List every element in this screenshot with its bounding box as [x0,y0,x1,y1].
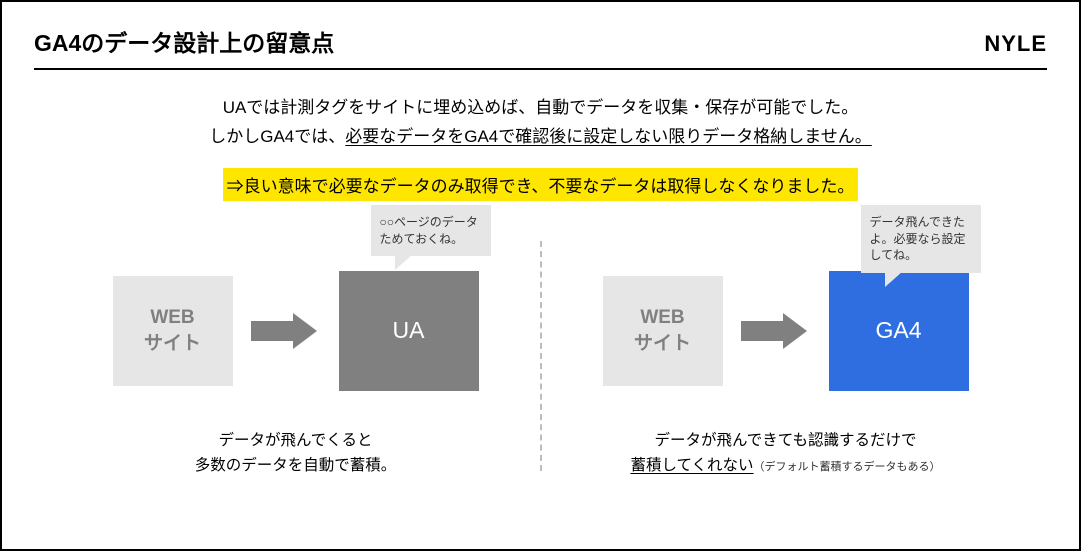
caption-left: データが飛んでくると 多数のデータを自動で蓄積。 [56,429,536,479]
web-box-right: WEB サイト [603,276,723,386]
vertical-divider [540,241,542,471]
flow-ua: WEB サイト ○○ページのデータためておくね。 UA [56,251,536,411]
intro-line-2: しかしGA4では、必要なデータをGA4で確認後に設定しない限りデータ格納しません… [34,123,1047,152]
panel-ga4: WEB サイト データ飛んできたよ。必要なら設定してね。 GA4 データが飛んで… [546,241,1026,479]
arrow-icon [251,313,321,349]
web-box-left-label: WEB サイト [144,305,201,356]
header: GA4のデータ設計上の留意点 NYLE [34,24,1047,70]
highlight-text: ⇒良い意味で必要なデータのみ取得でき、不要なデータは取得しなくなりました。 [223,168,859,201]
intro-text: UAでは計測タグをサイトに埋め込めば、自動でデータを収集・保存が可能でした。 し… [34,94,1047,152]
ua-box: ○○ページのデータためておくね。 UA [339,271,479,391]
caption-right: データが飛んできても認識するだけで 蓄積してくれない（デフォルト蓄積するデータも… [546,429,1026,479]
intro-line-1: UAでは計測タグをサイトに埋め込めば、自動でデータを収集・保存が可能でした。 [34,94,1047,123]
ua-speech-bubble: ○○ページのデータためておくね。 [371,205,491,257]
caption-right-small: （デフォルト蓄積するデータもある） [754,461,941,473]
ga4-box-label: GA4 [875,317,921,344]
slide: GA4のデータ設計上の留意点 NYLE UAでは計測タグをサイトに埋め込めば、自… [0,0,1081,551]
intro-line-2-underline: 必要なデータをGA4で確認後に設定しない限りデータ格納しません。 [345,127,872,146]
ga4-box: データ飛んできたよ。必要なら設定してね。 GA4 [829,271,969,391]
ua-box-label: UA [393,317,425,344]
panel-ua: WEB サイト ○○ページのデータためておくね。 UA データが飛んでくると 多… [56,241,536,479]
caption-right-underline: 蓄積してくれない [630,457,753,474]
highlight-row: ⇒良い意味で必要なデータのみ取得でき、不要なデータは取得しなくなりました。 [34,168,1047,201]
caption-left-line2: 多数のデータを自動で蓄積。 [195,457,397,474]
flow-ga4: WEB サイト データ飛んできたよ。必要なら設定してね。 GA4 [546,251,1026,411]
brand-logo: NYLE [984,31,1047,57]
arrow-icon [741,313,811,349]
intro-line-2-prefix: しかしGA4では、 [209,127,345,146]
page-title: GA4のデータ設計上の留意点 [34,24,334,58]
web-box-left: WEB サイト [113,276,233,386]
caption-left-line1: データが飛んでくると [219,432,373,449]
web-box-right-label: WEB サイト [634,305,691,356]
ga4-speech-bubble: データ飛んできたよ。必要なら設定してね。 [861,205,981,273]
caption-right-line1: データが飛んできても認識するだけで [655,432,917,449]
diagram-row: WEB サイト ○○ページのデータためておくね。 UA データが飛んでくると 多… [34,241,1047,479]
